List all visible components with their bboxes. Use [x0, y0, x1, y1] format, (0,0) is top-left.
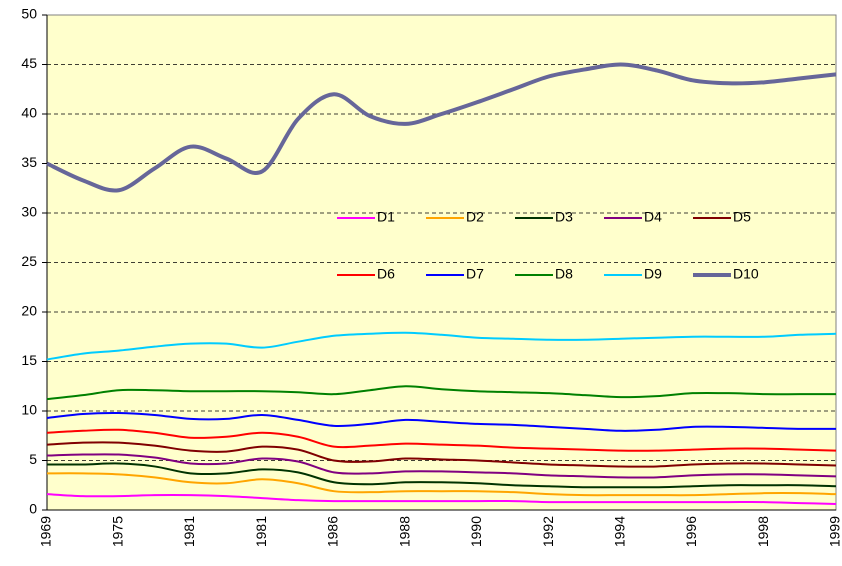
y-tick-label: 45: [21, 55, 37, 71]
legend-label: D7: [466, 266, 484, 282]
legend-label: D6: [377, 266, 395, 282]
x-tick-label: 1992: [540, 516, 556, 547]
x-tick-label: 1969: [38, 516, 54, 547]
series-line: [46, 472, 837, 497]
legend-label: D4: [644, 209, 662, 225]
legend-label: D1: [377, 209, 395, 225]
y-tick-label: 15: [21, 352, 37, 368]
series-line: [46, 462, 837, 489]
series-line: [46, 493, 837, 506]
x-tick-label: 1981: [181, 516, 197, 547]
y-tick-label: 35: [21, 154, 37, 170]
legend-label: D10: [733, 266, 759, 282]
x-tick-label: 1975: [109, 516, 125, 547]
y-tick-label: 25: [21, 253, 37, 269]
x-tick-label: 1986: [325, 516, 341, 547]
legend: D1 D2 D3 D4 D5 D6 D7 D8 D9 D10: [337, 209, 759, 282]
legend-label: D3: [555, 209, 573, 225]
x-tick-label: 1988: [396, 516, 412, 547]
x-tick-label: 1990: [468, 516, 484, 547]
y-tick-label: 30: [21, 204, 37, 220]
x-tick-label: 1996: [683, 516, 699, 547]
y-tick-label: 0: [29, 501, 37, 517]
legend-label: D9: [644, 266, 662, 282]
y-tick-label: 40: [21, 105, 37, 121]
y-tick-label: 10: [21, 402, 37, 418]
legend-label: D2: [466, 209, 484, 225]
legend-label: D8: [555, 266, 573, 282]
y-tick-label: 5: [29, 451, 37, 467]
series-line: [46, 411, 837, 432]
series-line: [46, 441, 837, 468]
x-tick-label: 1994: [612, 516, 628, 547]
series-line: [46, 428, 837, 452]
series-line: [46, 385, 836, 401]
legend-label: D5: [733, 209, 751, 225]
x-tick-label: 1999: [827, 516, 842, 547]
series-line: [46, 62, 837, 193]
x-tick-label: 1981: [253, 516, 269, 547]
x-tick-label: 1998: [755, 516, 771, 547]
y-tick-label: 50: [21, 6, 37, 22]
y-tick-label: 20: [21, 303, 37, 319]
series-line: [46, 331, 837, 361]
series-line: [46, 453, 837, 479]
